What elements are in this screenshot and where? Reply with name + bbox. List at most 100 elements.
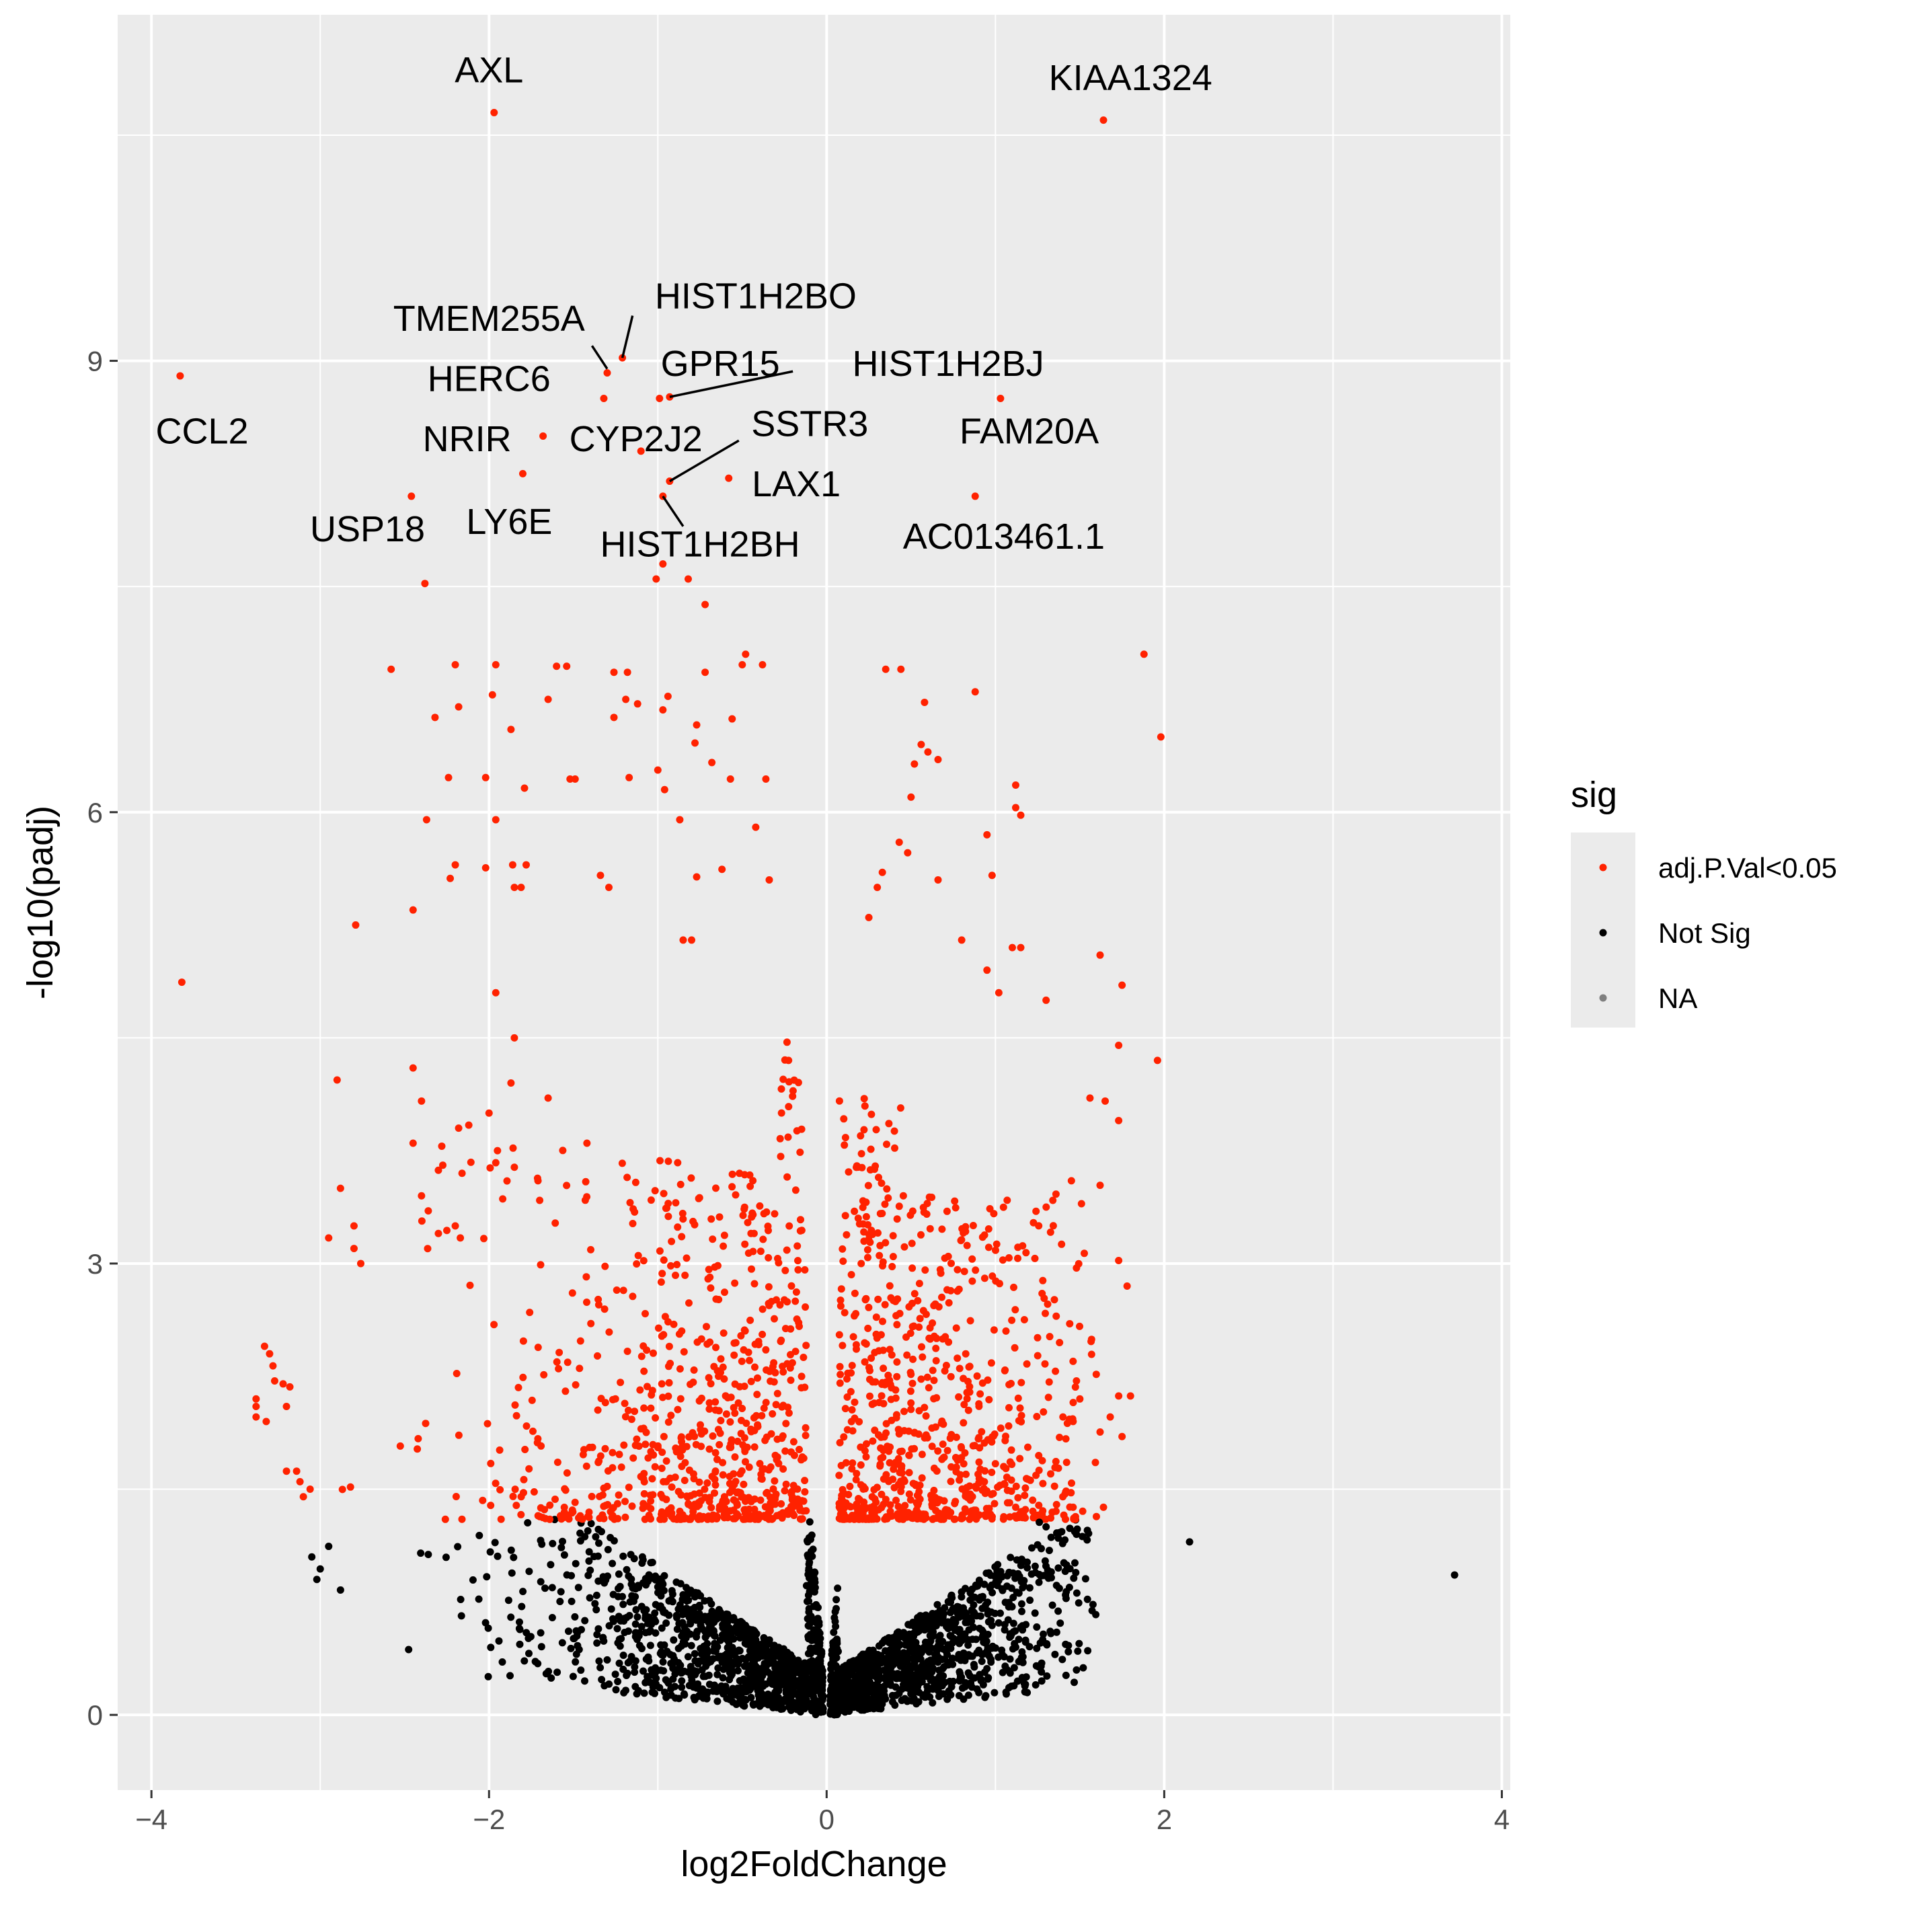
- sig-point: [910, 760, 919, 768]
- sig-point: [266, 1350, 274, 1358]
- sig-point: [752, 823, 760, 831]
- sig-point: [553, 662, 561, 670]
- gene-label: LY6E: [466, 502, 552, 542]
- sig-point: [1059, 1413, 1067, 1421]
- sig-point: [1096, 1182, 1104, 1190]
- sig-point: [1076, 1395, 1084, 1403]
- gene-label: NRIR: [423, 419, 512, 459]
- leader-line: [668, 439, 740, 483]
- sig-point: [431, 713, 439, 722]
- sig-point: [333, 1076, 341, 1084]
- sig-point: [659, 560, 667, 568]
- sig-point: [485, 1109, 493, 1117]
- sig-point: [1101, 1097, 1110, 1105]
- plot-panel: [118, 15, 1510, 1790]
- sig-point: [443, 1227, 451, 1235]
- sig-point: [654, 766, 662, 774]
- sig-point: [988, 872, 996, 880]
- sig-point: [520, 784, 529, 792]
- sig-point: [465, 1121, 473, 1129]
- sig-point: [921, 698, 929, 706]
- sig-point: [282, 1467, 290, 1475]
- sig-point: [1096, 1428, 1104, 1436]
- sig-point: [659, 706, 667, 714]
- x-tick-label: 2: [1157, 1804, 1172, 1835]
- nonsig-point: [313, 1576, 321, 1584]
- sig-point: [418, 1192, 426, 1200]
- sig-point: [492, 1159, 500, 1167]
- legend-key-dot: [1599, 863, 1607, 872]
- gene-label: GPR15: [661, 344, 780, 384]
- sig-point: [494, 1147, 502, 1155]
- sig-point: [451, 661, 459, 669]
- gene-labels: AXL KIAA1324 CCL2 TMEM255A HIST1H2BO HERC6 GPR…: [155, 50, 1212, 565]
- labeled-gene-point: [725, 474, 733, 482]
- sig-point: [1073, 1377, 1081, 1385]
- nonsig-point: [1073, 1531, 1081, 1539]
- sig-point: [897, 665, 905, 673]
- sig-point: [481, 864, 490, 872]
- sig-point: [583, 1139, 591, 1147]
- sig-point: [1123, 1282, 1131, 1290]
- sig-point: [1115, 1392, 1123, 1400]
- sig-point: [286, 1383, 294, 1391]
- leader-line: [669, 370, 793, 398]
- sig-point: [1115, 1116, 1123, 1124]
- sig-point: [455, 1124, 463, 1132]
- sig-point: [742, 650, 750, 658]
- legend-entry-label: adj.P.Val<0.05: [1658, 852, 1837, 884]
- sig-point: [660, 785, 668, 794]
- sig-point: [1096, 951, 1104, 959]
- nonsig-point: [336, 1586, 344, 1594]
- nonsig-point: [1185, 1538, 1194, 1546]
- gene-label: KIAA1324: [1049, 58, 1212, 98]
- y-axis-ticks: 0 3 6 9: [87, 346, 118, 1731]
- sig-point: [605, 884, 613, 892]
- sig-point: [325, 1234, 333, 1242]
- y-tick-label: 3: [87, 1248, 103, 1280]
- sig-point: [279, 1380, 287, 1388]
- sig-point: [676, 816, 684, 824]
- sig-point: [492, 816, 500, 824]
- legend-entry-label: Not Sig: [1658, 917, 1751, 949]
- nonsig-point: [1011, 1643, 1019, 1651]
- sig-point: [708, 759, 716, 767]
- sig-point: [728, 715, 736, 723]
- sig-point: [625, 773, 633, 781]
- labeled-gene-point: [539, 432, 547, 440]
- sig-point: [438, 1142, 446, 1150]
- labeled-gene-point: [656, 395, 664, 403]
- leader-line: [662, 495, 685, 527]
- sig-point: [1118, 981, 1126, 989]
- sig-point: [481, 773, 490, 781]
- sig-point: [517, 884, 525, 892]
- legend-entry-label: NA: [1658, 982, 1697, 1014]
- sig-point: [296, 1477, 304, 1485]
- sig-point: [924, 748, 932, 756]
- sig-point: [458, 1169, 466, 1177]
- sig-point: [1067, 1177, 1075, 1185]
- nonsig-point-cloud: [405, 1516, 1100, 1719]
- nonsig-point: [1047, 1533, 1055, 1541]
- sig-point: [693, 873, 701, 881]
- sig-point: [563, 662, 571, 670]
- sig-point: [718, 865, 726, 874]
- x-tick-label: −2: [473, 1804, 505, 1835]
- sig-point: [610, 668, 618, 677]
- sig-point: [652, 575, 660, 583]
- sig-point: [878, 868, 886, 876]
- labeled-gene-point: [600, 395, 608, 403]
- sig-point: [971, 688, 979, 696]
- sig-point: [566, 775, 574, 783]
- sig-point: [455, 703, 463, 711]
- sig-point: [633, 700, 642, 708]
- sig-point: [293, 1467, 301, 1475]
- labeled-gene-point: [971, 492, 979, 500]
- sig-point: [178, 978, 186, 987]
- sig-point: [350, 1222, 358, 1230]
- sig-point: [1086, 1094, 1094, 1102]
- gene-label: HERC6: [428, 358, 551, 399]
- sig-point: [336, 1184, 344, 1192]
- sig-point: [352, 921, 360, 929]
